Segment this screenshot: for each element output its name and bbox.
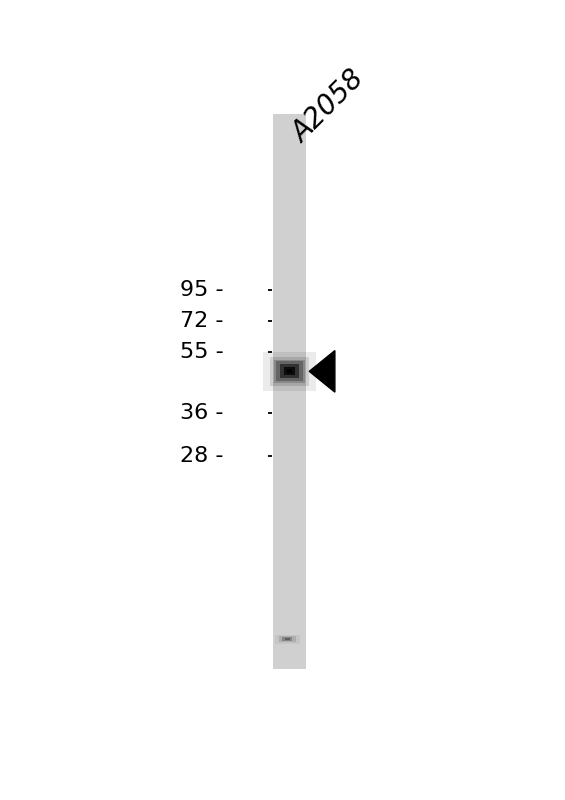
Bar	[275, 634, 300, 644]
Bar	[270, 357, 309, 386]
Text: 28 -: 28 -	[180, 446, 224, 466]
Bar	[284, 367, 295, 375]
Text: 95 -: 95 -	[180, 280, 224, 300]
Text: 72 -: 72 -	[180, 311, 224, 331]
Text: 55 -: 55 -	[180, 342, 224, 362]
Bar	[273, 114, 306, 669]
Bar	[274, 359, 305, 383]
Bar	[276, 362, 303, 382]
Bar	[282, 638, 292, 641]
Bar	[279, 636, 295, 642]
Text: A2058: A2058	[288, 66, 371, 148]
Bar	[263, 352, 316, 391]
Bar	[285, 638, 290, 640]
Polygon shape	[309, 350, 335, 392]
Bar	[287, 370, 292, 374]
Bar	[280, 365, 299, 378]
Text: 36 -: 36 -	[180, 403, 224, 423]
